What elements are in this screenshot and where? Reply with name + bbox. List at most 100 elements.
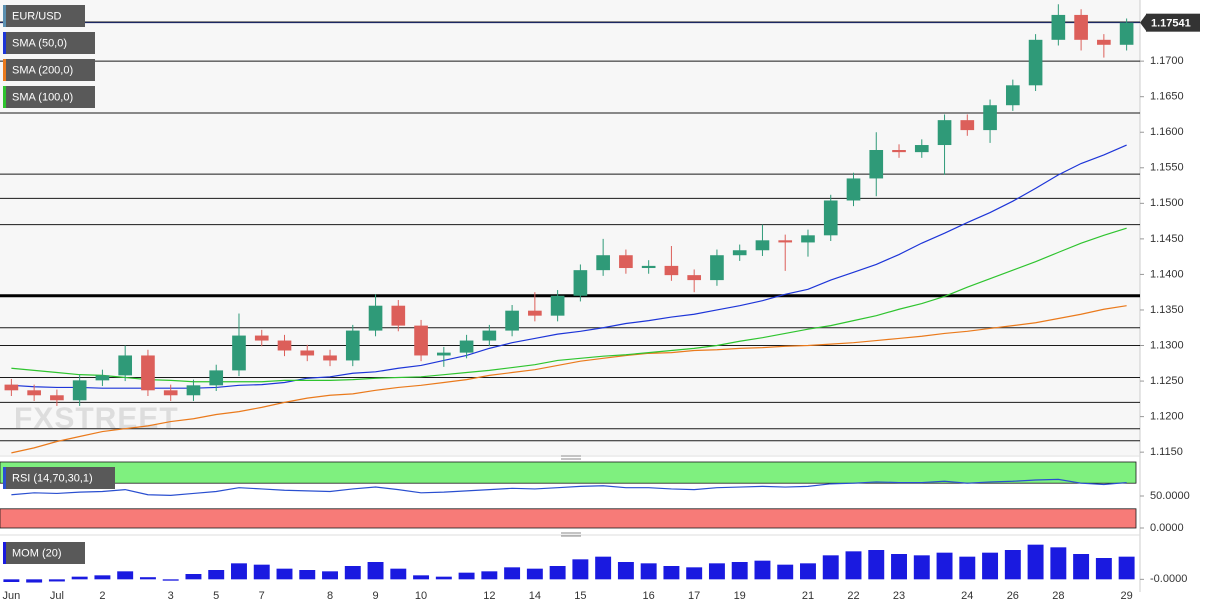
x-tick-label: 9 (372, 590, 378, 602)
mom-bar (1004, 550, 1021, 580)
mom-bar (959, 556, 976, 580)
legend-swatch (3, 5, 6, 27)
legend-box[interactable] (3, 5, 85, 27)
mom-bar (481, 571, 498, 580)
sma-line (11, 305, 1127, 454)
x-tick-label: 19 (734, 590, 746, 602)
candle-body (664, 265, 679, 276)
mom-bar (708, 563, 725, 580)
mom-bar (640, 563, 657, 580)
candle-body (209, 370, 224, 386)
mom-bar (617, 562, 634, 580)
mom-bar (344, 566, 361, 580)
x-tick-label: 2 (99, 590, 105, 602)
y-tick-label: 1.1150 (1150, 446, 1183, 458)
mom-bar (1095, 558, 1112, 580)
candle-body (710, 255, 724, 281)
mom-bar (595, 556, 612, 580)
mom-bar (3, 579, 20, 582)
mom-bar (891, 554, 907, 580)
legend-swatch (3, 542, 6, 564)
candle-body (72, 380, 87, 401)
y-tick-label: 1.1300 (1150, 339, 1184, 351)
candle-body (869, 150, 884, 179)
mom-bar (162, 579, 179, 581)
mom-bar (913, 555, 930, 580)
x-tick-label: 29 (1120, 590, 1132, 602)
mom-bar (1073, 554, 1090, 580)
legend-label: EUR/USD (12, 10, 62, 22)
candle-body (801, 235, 815, 243)
legend-label: SMA (100,0) (12, 91, 73, 103)
mom-bar (526, 568, 543, 580)
marks (0, 4, 1137, 583)
candle-body (277, 340, 292, 351)
x-tick-label: 5 (213, 590, 219, 602)
x-tick-label: 22 (847, 590, 859, 602)
legend-swatch (3, 467, 6, 489)
candle-body (50, 395, 64, 401)
legend-label: MOM (20) (12, 547, 62, 559)
legend-box[interactable] (3, 467, 115, 489)
candle-body (414, 325, 428, 356)
candle-body (323, 355, 337, 361)
candle-body (687, 275, 702, 281)
mom-bar (208, 570, 225, 580)
candle-body (1119, 22, 1134, 45)
legend-swatch (3, 86, 6, 108)
panel-grip[interactable] (561, 455, 581, 460)
candle-body (983, 105, 997, 131)
candle-body (892, 150, 906, 153)
mom-bar (71, 576, 88, 580)
candle-body (345, 330, 360, 361)
mom-bar (413, 575, 430, 580)
y-tick-label: 1.1700 (1150, 55, 1184, 67)
mom-bar (549, 566, 566, 580)
mom-bar (936, 552, 953, 580)
mom-bar (822, 555, 839, 580)
mom-bar (868, 550, 885, 580)
y-tick-label: 1.1200 (1150, 411, 1184, 423)
x-tick-label: 17 (688, 590, 700, 602)
mom-bar (26, 579, 43, 583)
x-tick-label: 15 (574, 590, 586, 602)
mom-bar (686, 567, 703, 580)
levels (0, 21, 1140, 442)
legend-box[interactable] (3, 86, 95, 108)
mom-bar (777, 564, 794, 580)
y-tick-label: 0.0000 (1150, 522, 1184, 534)
y-tick-label: 1.1500 (1150, 197, 1184, 209)
x-tick-label: 7 (259, 590, 265, 602)
mom-bar (458, 572, 475, 580)
y-tick-label: 50.0000 (1150, 490, 1190, 502)
candle-body (914, 145, 929, 153)
price-tag-pointer (1140, 14, 1146, 31)
legend: EUR/USD SMA (50,0) SMA (200,0) SMA (100,0) R… (3, 5, 115, 564)
candle-body (619, 255, 633, 269)
mom-bar (663, 566, 680, 580)
candle-body (368, 305, 383, 331)
candle-body (163, 390, 178, 396)
y-tick-label: 1.1250 (1150, 375, 1184, 387)
y-tick-label: 1.1350 (1150, 304, 1184, 316)
legend-swatch (3, 32, 6, 54)
legend-box[interactable] (3, 32, 95, 54)
x-tick-label: 26 (1007, 590, 1019, 602)
legend-swatch (3, 59, 6, 81)
candle-body (186, 385, 201, 396)
rsi-line (11, 478, 1127, 496)
mom-bar (754, 560, 771, 580)
candle-body (755, 240, 770, 251)
panel-grip[interactable] (561, 532, 581, 537)
legend-box[interactable] (3, 542, 85, 564)
legend-box[interactable] (3, 59, 95, 81)
candle-body (459, 340, 474, 353)
price-tag-label: 1.17541 (1151, 18, 1191, 30)
candle-body (482, 330, 497, 341)
mom-bar (1118, 556, 1135, 580)
mom-bar (299, 570, 316, 580)
mom-bar (435, 576, 452, 580)
mom-bar (1027, 544, 1044, 580)
